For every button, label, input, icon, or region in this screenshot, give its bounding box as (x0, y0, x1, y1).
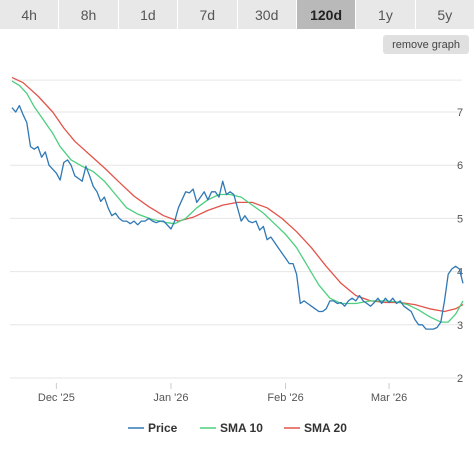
timeframe-tabs: 4h 8h 1d 7d 30d 120d 1y 5y (0, 0, 474, 29)
timeframe-tab-7d[interactable]: 7d (178, 0, 238, 29)
remove-graph-button[interactable]: remove graph (383, 35, 469, 54)
series-line-sma-20 (11, 76, 464, 313)
legend-label: SMA 10 (220, 421, 263, 435)
legend-label: SMA 20 (304, 421, 347, 435)
y-tick-label: 6 (457, 160, 463, 172)
x-tick-label: Dec '25 (38, 392, 75, 404)
y-tick-label: 2 (457, 373, 463, 385)
timeframe-tab-30d[interactable]: 30d (237, 0, 297, 29)
series-line-sma-10 (11, 80, 464, 323)
series-line-price (11, 104, 464, 330)
timeframe-tab-1d[interactable]: 1d (118, 0, 179, 29)
timeframe-tab-1y[interactable]: 1y (356, 0, 416, 29)
timeframe-tab-4h[interactable]: 4h (0, 0, 60, 29)
x-tick-label: Mar '26 (371, 392, 407, 404)
legend-label: Price (148, 421, 178, 435)
timeframe-tab-5y[interactable]: 5y (415, 0, 474, 29)
timeframe-tab-120d[interactable]: 120d (296, 0, 357, 29)
y-tick-label: 3 (457, 320, 463, 332)
y-tick-label: 5 (457, 213, 463, 225)
x-tick-label: Feb '26 (267, 392, 303, 404)
y-tick-label: 7 (457, 107, 463, 119)
timeframe-tab-8h[interactable]: 8h (59, 0, 119, 29)
x-tick-label: Jan '26 (153, 392, 188, 404)
